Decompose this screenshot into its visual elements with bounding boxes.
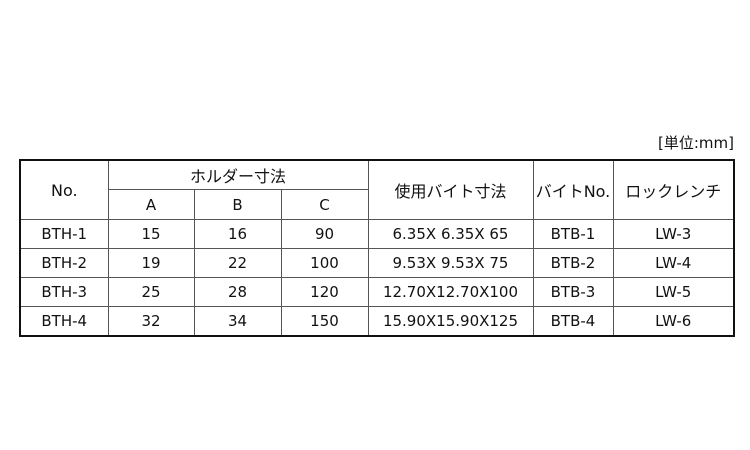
cell-b: 34 [193, 306, 282, 337]
cell-b: 22 [193, 248, 282, 278]
cell-a: 25 [107, 277, 195, 307]
header-no: No. [19, 159, 109, 220]
cell-b: 28 [193, 277, 282, 307]
cell-no: BTH-3 [19, 277, 109, 307]
unit-label: [単位:mm] [658, 134, 734, 152]
cell-c: 90 [280, 219, 369, 249]
cell-no: BTH-4 [19, 306, 109, 337]
cell-bit-size: 9.53X 9.53X 75 [367, 248, 534, 278]
header-holder-dimensions: ホルダー寸法 [107, 159, 369, 190]
header-b: B [193, 189, 282, 220]
header-c: C [280, 189, 369, 220]
header-lock-wrench: ロックレンチ [612, 159, 735, 220]
cell-c: 100 [280, 248, 369, 278]
table-row: BTH-3 25 28 120 12.70X12.70X100 BTB-3 LW-5 [19, 277, 735, 307]
header-a: A [107, 189, 195, 220]
spec-table: No. ホルダー寸法 使用バイト寸法 バイトNo. ロックレンチ A B C B… [19, 159, 735, 337]
cell-c: 120 [280, 277, 369, 307]
cell-bit-no: BTB-4 [532, 306, 614, 337]
cell-wrench: LW-5 [612, 277, 735, 307]
cell-a: 32 [107, 306, 195, 337]
header-bit-no: バイトNo. [532, 159, 614, 220]
table-row: BTH-4 32 34 150 15.90X15.90X125 BTB-4 LW-6 [19, 306, 735, 337]
cell-bit-no: BTB-2 [532, 248, 614, 278]
cell-bit-size: 15.90X15.90X125 [367, 306, 534, 337]
cell-wrench: LW-6 [612, 306, 735, 337]
cell-wrench: LW-3 [612, 219, 735, 249]
header-bit-size: 使用バイト寸法 [367, 159, 534, 220]
cell-a: 19 [107, 248, 195, 278]
cell-bit-size: 12.70X12.70X100 [367, 277, 534, 307]
cell-wrench: LW-4 [612, 248, 735, 278]
cell-bit-size: 6.35X 6.35X 65 [367, 219, 534, 249]
table-row: BTH-2 19 22 100 9.53X 9.53X 75 BTB-2 LW-4 [19, 248, 735, 278]
cell-a: 15 [107, 219, 195, 249]
cell-c: 150 [280, 306, 369, 337]
cell-b: 16 [193, 219, 282, 249]
cell-no: BTH-2 [19, 248, 109, 278]
cell-no: BTH-1 [19, 219, 109, 249]
cell-bit-no: BTB-3 [532, 277, 614, 307]
table-row: BTH-1 15 16 90 6.35X 6.35X 65 BTB-1 LW-3 [19, 219, 735, 249]
cell-bit-no: BTB-1 [532, 219, 614, 249]
